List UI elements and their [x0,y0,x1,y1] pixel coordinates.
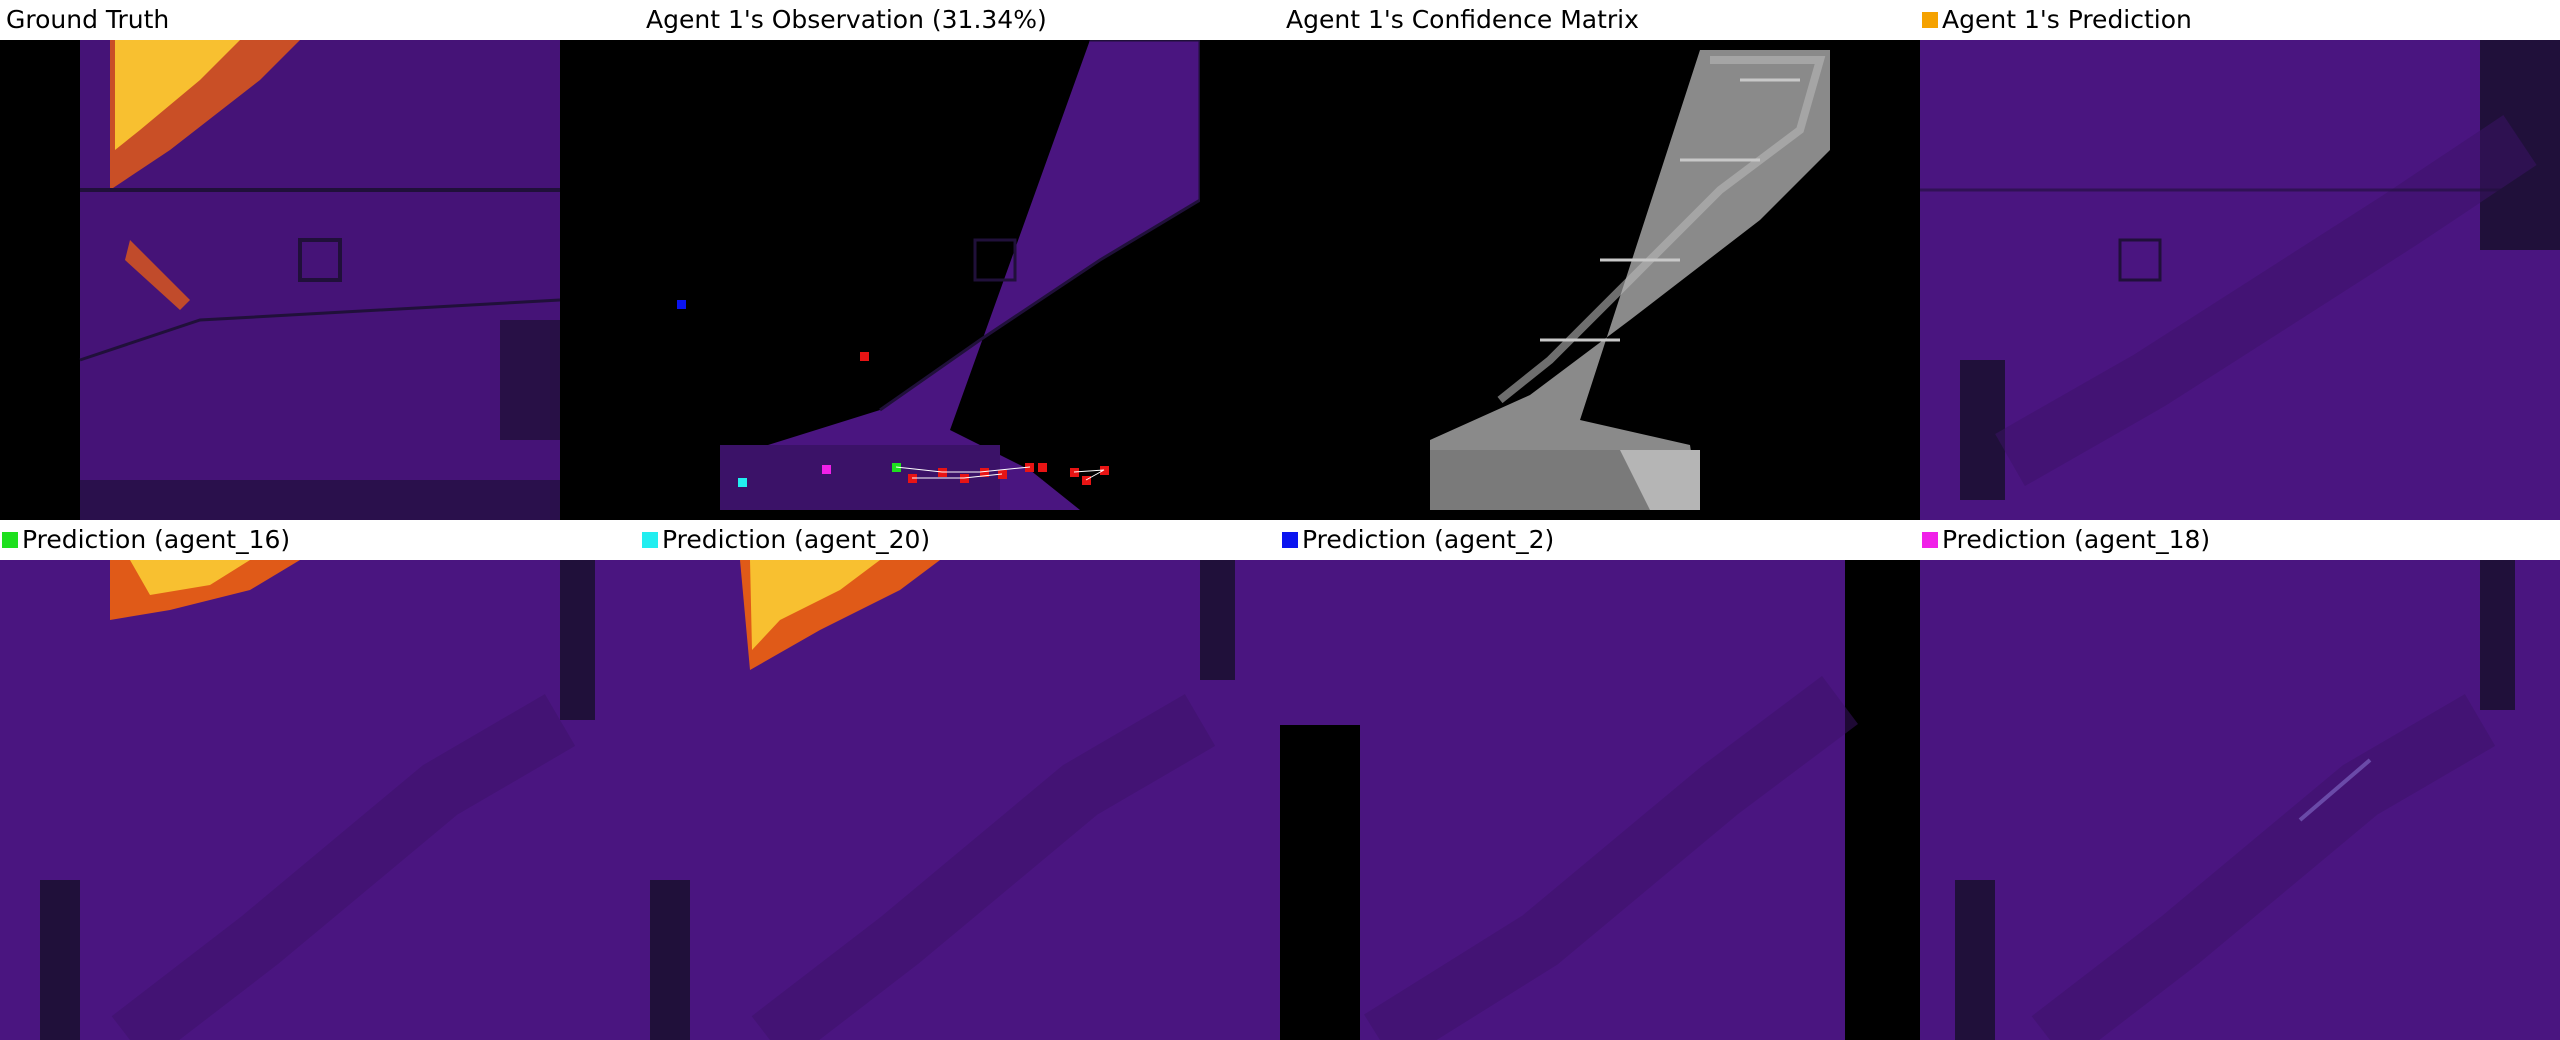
agent2-prediction-map [1280,560,1920,1040]
agent1-prediction-map [1920,40,2560,520]
confidence-matrix [1200,40,1920,520]
legend-swatch [642,532,658,548]
ground-truth-map [0,40,560,520]
title-confidence: Agent 1's Confidence Matrix [1286,5,1639,34]
legend-swatch [2,532,18,548]
title-ground-truth: Ground Truth [6,5,170,34]
agent16-prediction-map [0,560,640,1040]
observation-map [560,40,1200,520]
title-agent18: Prediction (agent_18) [1920,520,2210,560]
title-observation: Agent 1's Observation (31.34%) [646,5,1047,34]
title-agent2: Prediction (agent_2) [1280,520,1554,560]
title-agent1-prediction: Agent 1's Prediction [1920,0,2192,40]
agent18-prediction-map [1920,560,2560,1040]
legend-swatch [1282,532,1298,548]
title-agent20: Prediction (agent_20) [640,520,930,560]
legend-swatch [1922,12,1938,28]
legend-swatch [1922,532,1938,548]
title-agent16: Prediction (agent_16) [0,520,290,560]
agent20-prediction-map [640,560,1280,1040]
